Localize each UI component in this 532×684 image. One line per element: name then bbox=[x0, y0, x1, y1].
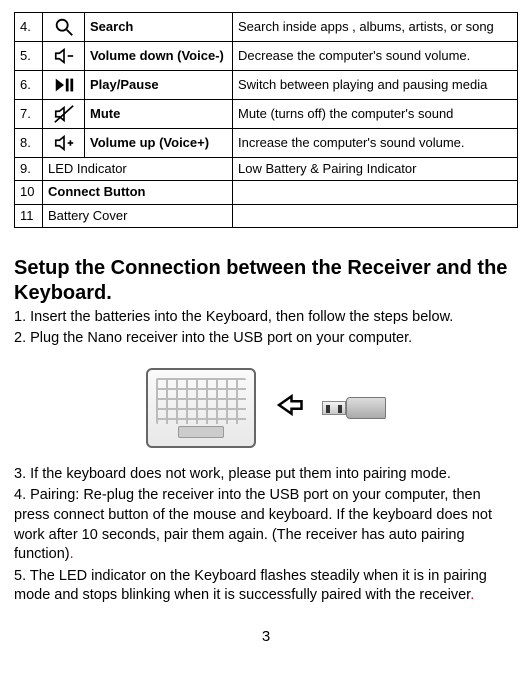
function-desc: Mute (turns off) the computer's sound bbox=[233, 100, 518, 129]
row-number: 11 bbox=[15, 204, 43, 227]
function-table: 4. Search Search inside apps , albums, a… bbox=[14, 12, 518, 228]
step-5-text: 5. The LED indicator on the Keyboard fla… bbox=[14, 568, 487, 604]
volume-up-icon bbox=[43, 129, 85, 158]
search-icon bbox=[43, 13, 85, 42]
mute-icon bbox=[43, 100, 85, 129]
row-number: 10 bbox=[15, 181, 43, 204]
table-row: 9. LED Indicator Low Battery & Pairing I… bbox=[15, 158, 518, 181]
volume-down-icon bbox=[43, 42, 85, 71]
function-name: Search bbox=[85, 13, 233, 42]
function-desc: Search inside apps , albums, artists, or… bbox=[233, 13, 518, 42]
function-desc bbox=[233, 204, 518, 227]
row-number: 6. bbox=[15, 71, 43, 100]
table-row: 4. Search Search inside apps , albums, a… bbox=[15, 13, 518, 42]
step-2: 2. Plug the Nano receiver into the USB p… bbox=[14, 329, 518, 349]
function-name: Connect Button bbox=[43, 181, 233, 204]
function-name: LED Indicator bbox=[43, 158, 233, 181]
usb-receiver-illustration bbox=[322, 393, 386, 423]
section-title: Setup the Connection between the Receive… bbox=[14, 256, 518, 306]
play-pause-icon bbox=[43, 71, 85, 100]
arrow-left-icon bbox=[274, 390, 304, 425]
step-1: 1. Insert the batteries into the Keyboar… bbox=[14, 308, 518, 328]
function-name: Volume up (Voice+) bbox=[85, 129, 233, 158]
function-desc: Increase the computer's sound volume. bbox=[233, 129, 518, 158]
function-desc: Decrease the computer's sound volume. bbox=[233, 42, 518, 71]
function-name: Battery Cover bbox=[43, 204, 233, 227]
table-row: 8. Volume up (Voice+) Increase the compu… bbox=[15, 129, 518, 158]
function-desc: Low Battery & Pairing Indicator bbox=[233, 158, 518, 181]
pairing-diagram bbox=[14, 363, 518, 453]
row-number: 7. bbox=[15, 100, 43, 129]
table-row: 6. Play/Pause Switch between playing and… bbox=[15, 71, 518, 100]
step-3: 3. If the keyboard does not work, please… bbox=[14, 465, 518, 485]
table-row: 5. Volume down (Voice-) Decrease the com… bbox=[15, 42, 518, 71]
function-name: Play/Pause bbox=[85, 71, 233, 100]
table-row: 10 Connect Button bbox=[15, 181, 518, 204]
red-period: . bbox=[470, 587, 474, 603]
page-number: 3 bbox=[14, 628, 518, 645]
step-4: 4. Pairing: Re-plug the receiver into th… bbox=[14, 486, 518, 564]
row-number: 4. bbox=[15, 13, 43, 42]
function-name: Volume down (Voice-) bbox=[85, 42, 233, 71]
step-4-text: 4. Pairing: Re-plug the receiver into th… bbox=[14, 487, 492, 562]
function-desc bbox=[233, 181, 518, 204]
row-number: 8. bbox=[15, 129, 43, 158]
function-name: Mute bbox=[85, 100, 233, 129]
row-number: 9. bbox=[15, 158, 43, 181]
function-desc: Switch between playing and pausing media bbox=[233, 71, 518, 100]
table-row: 11 Battery Cover bbox=[15, 204, 518, 227]
table-row: 7. Mute Mute (turns off) the computer's … bbox=[15, 100, 518, 129]
red-period: . bbox=[70, 546, 74, 562]
keyboard-illustration bbox=[146, 368, 256, 448]
row-number: 5. bbox=[15, 42, 43, 71]
step-5: 5. The LED indicator on the Keyboard fla… bbox=[14, 567, 518, 606]
